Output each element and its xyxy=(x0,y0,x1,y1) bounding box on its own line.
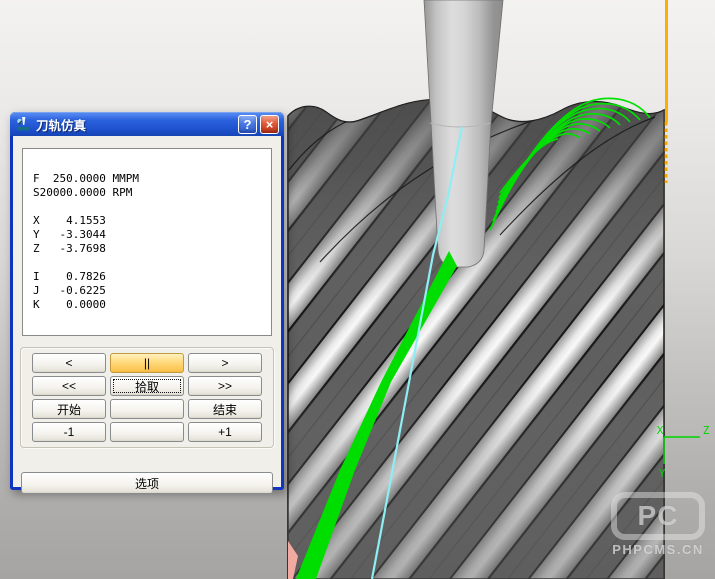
rapid-move-line xyxy=(664,0,668,183)
dialog-titlebar[interactable]: 刀轨仿真 ? × xyxy=(10,112,284,136)
toolpath-simulation-dialog: 刀轨仿真 ? × F 250.0000 MMPM S20000.0000 RPM… xyxy=(10,112,284,494)
axis-triad: X Z Y xyxy=(657,424,710,480)
dialog-title: 刀轨仿真 xyxy=(36,118,87,133)
fast-forward-button[interactable]: >> xyxy=(188,376,262,396)
readout-spindle: S20000.0000 RPM xyxy=(33,186,133,199)
pause-button[interactable]: || xyxy=(110,353,184,373)
plus-one-button[interactable]: +1 xyxy=(188,422,262,442)
app-icon xyxy=(15,116,31,132)
step-forward-button[interactable]: > xyxy=(188,353,262,373)
fast-back-button[interactable]: << xyxy=(32,376,106,396)
readout-y: Y -3.3044 xyxy=(33,228,106,241)
readout-x: X 4.1553 xyxy=(33,214,106,227)
options-button[interactable]: 选项 xyxy=(21,472,273,494)
readout-i: I 0.7826 xyxy=(33,270,106,283)
cut-strip xyxy=(296,251,457,579)
readout-feedrate: F 250.0000 MMPM xyxy=(33,172,139,185)
help-button[interactable]: ? xyxy=(238,114,257,134)
tool-vector-line xyxy=(370,126,464,579)
workpiece-screw xyxy=(287,98,665,579)
readout-j: J -0.6225 xyxy=(33,284,106,297)
dialog-client-area: F 250.0000 MMPM S20000.0000 RPM X 4.1553… xyxy=(13,148,281,499)
blank-button-a[interactable] xyxy=(110,399,184,419)
playback-controls: < || > << 拾取 >> 开始 结束 -1 +1 xyxy=(20,347,274,448)
step-back-button[interactable]: < xyxy=(32,353,106,373)
readout-z: Z -3.7698 xyxy=(33,242,106,255)
close-icon[interactable]: × xyxy=(260,114,279,134)
position-readout: F 250.0000 MMPM S20000.0000 RPM X 4.1553… xyxy=(22,148,272,336)
toolpath-arcs xyxy=(489,97,651,231)
axis-label-y: Y xyxy=(659,467,666,480)
cut-strip-edge xyxy=(288,541,298,579)
axis-label-x: X xyxy=(657,424,664,437)
milling-tool xyxy=(423,0,504,268)
pick-button[interactable]: 拾取 xyxy=(110,376,184,396)
axis-label-z: Z xyxy=(703,424,710,437)
blank-button-b[interactable] xyxy=(110,422,184,442)
start-button[interactable]: 开始 xyxy=(32,399,106,419)
minus-one-button[interactable]: -1 xyxy=(32,422,106,442)
readout-k: K 0.0000 xyxy=(33,298,106,311)
end-button[interactable]: 结束 xyxy=(188,399,262,419)
